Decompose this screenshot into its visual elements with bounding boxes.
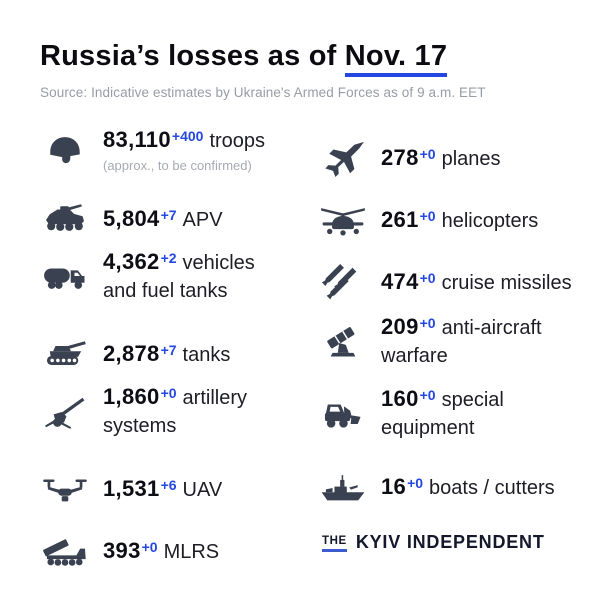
stat-value: 160 bbox=[381, 386, 419, 411]
stat-delta: +400 bbox=[171, 127, 204, 144]
aa-icon bbox=[318, 321, 368, 363]
stat-value: 4,362 bbox=[103, 249, 160, 274]
drone-icon bbox=[40, 469, 90, 511]
stat-value: 16 bbox=[381, 474, 407, 499]
page-title-text: Russia’s losses as of bbox=[40, 40, 345, 72]
stat-delta: +0 bbox=[160, 384, 177, 401]
stat-label: helicopters bbox=[441, 210, 539, 232]
stat-row-anti-aircraft: 209+0 anti-aircraft warfare bbox=[318, 313, 542, 370]
mlrs-icon bbox=[40, 531, 90, 573]
stat-delta: +0 bbox=[419, 269, 436, 286]
boat-icon bbox=[318, 467, 368, 509]
stat-delta: +6 bbox=[160, 476, 177, 493]
stat-row-cruise-missiles: 474+0 cruise missiles bbox=[318, 262, 572, 304]
stat-value: 5,804 bbox=[103, 206, 160, 231]
stat-label: anti-aircraft bbox=[441, 317, 542, 339]
helicopter-icon bbox=[318, 200, 368, 242]
stat-label-line2: warfare bbox=[381, 345, 448, 367]
stat-label: vehicles bbox=[182, 252, 255, 274]
stat-label: MLRS bbox=[163, 541, 220, 563]
helmet-icon bbox=[40, 129, 90, 171]
stat-caption: (approx., to be confirmed) bbox=[103, 158, 252, 173]
stat-delta: +0 bbox=[419, 207, 436, 224]
stat-row-vehicles: 4,362+2 vehicles and fuel tanks bbox=[40, 248, 255, 305]
loader-icon bbox=[318, 393, 368, 435]
page-title-date: Nov. 17 bbox=[344, 40, 448, 77]
stat-delta: +2 bbox=[160, 249, 177, 266]
stat-row-tanks: 2,878+7 tanks bbox=[40, 334, 230, 376]
logo-the: THE bbox=[322, 535, 347, 552]
stat-value: 209 bbox=[381, 314, 419, 339]
stat-row-planes: 278+0 planes bbox=[318, 138, 501, 180]
artillery-icon bbox=[40, 391, 90, 433]
stat-delta: +0 bbox=[407, 474, 424, 491]
logo-name: KYIV INDEPENDENT bbox=[355, 532, 545, 552]
stat-row-mlrs: 393+0 MLRS bbox=[40, 531, 219, 573]
stat-delta: +7 bbox=[160, 341, 177, 358]
stat-label: UAV bbox=[182, 479, 223, 501]
stat-delta: +0 bbox=[141, 538, 158, 555]
stat-label-line2: systems bbox=[103, 415, 177, 437]
stat-label: special bbox=[441, 389, 504, 411]
stat-value: 1,531 bbox=[103, 476, 160, 501]
stat-label: boats / cutters bbox=[429, 477, 555, 499]
stat-value: 1,860 bbox=[103, 384, 160, 409]
missiles-icon bbox=[318, 262, 368, 304]
stat-label: APV bbox=[182, 209, 223, 231]
kyiv-independent-logo: THE KYIV INDEPENDENT bbox=[322, 532, 545, 553]
stat-row-uav: 1,531+6 UAV bbox=[40, 469, 222, 511]
stat-label: planes bbox=[441, 148, 501, 170]
stat-label-line2: and fuel tanks bbox=[103, 280, 228, 302]
stat-row-artillery: 1,860+0 artillery systems bbox=[40, 383, 247, 440]
fuel-truck-icon bbox=[40, 256, 90, 298]
source-line: Source: Indicative estimates by Ukraine'… bbox=[40, 85, 486, 100]
stat-value: 2,878 bbox=[103, 341, 160, 366]
stat-value: 83,110 bbox=[103, 127, 171, 152]
stat-delta: +7 bbox=[160, 206, 177, 223]
jet-icon bbox=[318, 138, 368, 180]
stat-label-line2: equipment bbox=[381, 417, 475, 439]
stat-label: troops bbox=[209, 130, 266, 152]
stat-row-troops: 83,110+400 troops (approx., to be confirm… bbox=[40, 126, 265, 174]
stat-value: 393 bbox=[103, 538, 141, 563]
stat-delta: +0 bbox=[419, 145, 436, 162]
stat-delta: +0 bbox=[419, 314, 436, 331]
stat-row-boats: 16+0 boats / cutters bbox=[318, 467, 555, 509]
stat-label: cruise missiles bbox=[441, 272, 572, 294]
stat-value: 278 bbox=[381, 145, 419, 170]
stat-row-helicopters: 261+0 helicopters bbox=[318, 200, 538, 242]
stat-value: 474 bbox=[381, 269, 419, 294]
stat-row-apv: 5,804+7 APV bbox=[40, 199, 223, 241]
tank-icon bbox=[40, 334, 90, 376]
stat-delta: +0 bbox=[419, 386, 436, 403]
stat-label: tanks bbox=[182, 344, 231, 366]
page-title: Russia’s losses as of Nov. 17 bbox=[40, 40, 448, 77]
stat-label: artillery bbox=[182, 387, 247, 409]
stat-row-special-equipment: 160+0 special equipment bbox=[318, 385, 504, 442]
apc-icon bbox=[40, 199, 90, 241]
stat-value: 261 bbox=[381, 207, 419, 232]
